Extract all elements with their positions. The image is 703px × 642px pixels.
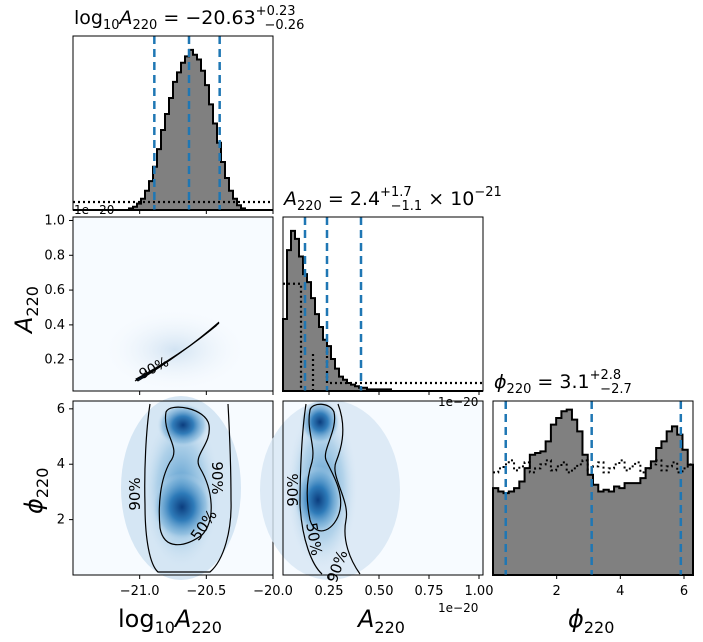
kde-phi-log10-peak-top xyxy=(157,403,209,447)
title-log10-A220: log10A220 = −20.63+0.23 −0.26 xyxy=(74,4,304,33)
offset-text-y-A220: 1e−20 xyxy=(74,203,114,217)
kde-phi-log10-contour-50 xyxy=(158,406,212,546)
kde-phi-log10-label-90b: 90% xyxy=(208,461,226,494)
ylabel-A220: A220 xyxy=(10,286,42,335)
xaxis-phi220-ticklabel-0: 2 xyxy=(553,584,561,599)
kde-phi-A-contour-90 xyxy=(299,403,361,575)
yaxis-A220-ticklabel-3: 0.8 xyxy=(44,248,65,263)
yaxis-A220-ticklabel-1: 0.4 xyxy=(44,318,65,333)
xaxis-phi220-ticklabel-2: 6 xyxy=(680,584,688,599)
xaxis-A220-ticklabel-0: 0.25 xyxy=(315,584,344,599)
hist-phi220-frame xyxy=(492,400,694,576)
xaxis-A220-ticklabel-3: 1.00 xyxy=(465,584,494,599)
yaxis-A220-ticklabel-0: 0.2 xyxy=(44,353,65,368)
title-phi220: ϕ220 = 3.1+2.8 −2.7 xyxy=(494,368,632,397)
xaxis-log10-A220-ticklabel-2: −20.0 xyxy=(253,584,293,599)
kde-phi-A-label-90a: 90% xyxy=(284,473,302,506)
hist-log10-A220-frame xyxy=(72,35,274,211)
hist-A220-frame xyxy=(282,216,484,392)
yaxis-phi220-ticklabel-0: 2 xyxy=(57,513,65,528)
yaxis-phi220-ticklabel-1: 4 xyxy=(57,457,65,472)
xaxis-phi220-ticklabel-1: 4 xyxy=(616,584,624,599)
xlabel-phi220: ϕ220 xyxy=(568,605,614,637)
kde-A220-log10-frame xyxy=(72,216,274,392)
hist-phi220-histogram xyxy=(492,408,694,576)
xaxis-log10-A220-ticklabel-0: −21.0 xyxy=(120,584,160,599)
offset-text-x-A220-top: 1e−20 xyxy=(438,395,478,409)
kde-phi-A-label-50: 50% xyxy=(302,521,326,557)
kde-phi-A-contour-50 xyxy=(306,403,342,532)
kde-phi-A-peak-bottom xyxy=(294,466,342,534)
offset-text-x-A220: 1e−20 xyxy=(438,601,478,615)
xaxis-A220-ticklabel-1: 0.50 xyxy=(365,584,394,599)
xaxis-A220-ticklabel-2: 0.75 xyxy=(415,584,444,599)
yaxis-phi220-ticklabel-2: 6 xyxy=(57,402,65,417)
xaxis-log10-A220-ticklabel-1: −20.5 xyxy=(186,584,226,599)
yaxis-A220-ticklabel-2: 0.6 xyxy=(44,283,65,298)
kde-phi-log10-contour-90 xyxy=(144,403,232,573)
xlabel-log10-A220: log10A220 xyxy=(118,605,222,637)
xlabel-A220: A220 xyxy=(356,605,405,637)
kde-A220-log10-contour xyxy=(134,322,220,382)
kde-phi-A-frame xyxy=(282,400,484,576)
kde-phi-log10-label-90a: 90% xyxy=(126,477,144,510)
title-A220: A220 = 2.4+1.7 −1.1 × 10−21 xyxy=(282,185,502,214)
kde-A220-log10-halo xyxy=(105,310,245,390)
kde-phi-log10-peak-bottom xyxy=(152,473,212,541)
ylabel-phi220: ϕ220 xyxy=(20,468,52,514)
yaxis-A220-ticklabel-4: 1.0 xyxy=(44,213,65,228)
